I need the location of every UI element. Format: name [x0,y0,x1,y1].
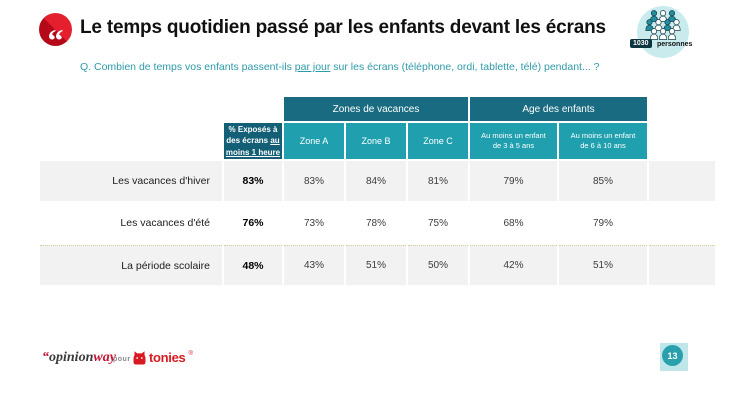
corner-header: % Exposés à des écrans au moins 1 heure [224,123,282,159]
sample-count-badge: 1030 [630,39,652,48]
page-title: Le temps quotidien passé par les enfants… [80,17,606,38]
opinionway-quote: “ [42,350,49,365]
age-3-5-line1: Au moins un enfant [481,130,546,140]
row-filler [649,161,715,201]
table-cell: 85% [559,161,647,201]
table-cell: 42% [470,245,557,285]
question-underlined: par jour [294,61,331,73]
corner-line2-underlined: au [270,136,280,146]
table-cell: 84% [346,161,406,201]
column-header-zone-b: Zone B [346,123,406,159]
opinionway-name-red: way [93,350,116,365]
table-cell: 79% [592,217,613,229]
age-3-5-line2: de 3 à 5 ans [492,141,535,150]
group-header-age: Age des enfants [470,97,647,121]
table-cell: 51% [559,245,647,285]
opinionway-name-dark: opinion [49,350,94,365]
column-header-zone-a: Zone A [284,123,344,159]
table-cell: 75% [427,217,448,229]
page-number-badge: 13 [660,343,688,371]
corner-line1: % Exposés à [228,125,278,135]
registered-mark: ® [188,350,193,357]
pour-label: pour [113,356,131,363]
opinionway-logo: “opinionway [42,350,116,366]
table-cell: 43% [284,245,344,285]
tonies-icon [133,351,146,365]
corner-line2: des écrans [226,136,269,146]
table-cell: 76% [242,217,264,229]
table-cell: 79% [470,161,557,201]
table-cell: 83% [224,161,282,201]
question-prefix: Q. Combien de temps vos enfants passent-… [80,61,295,73]
column-header-zone-c: Zone C [408,123,468,159]
age-6-10-line2: de 6 à 10 ans [580,141,626,150]
survey-question: Q. Combien de temps vos enfants passent-… [80,61,640,73]
age-6-10-line1: Au moins un enfant [570,130,636,140]
table-cell: 83% [284,161,344,201]
column-header-age-6-10: Au moins un enfant de 6 à 10 ans [559,123,647,159]
table-cell: 51% [346,245,406,285]
group-header-zones: Zones de vacances [284,97,468,121]
table-cell: 78% [365,217,386,229]
table-cell: 81% [408,161,468,201]
quote-icon: “ [39,13,72,56]
page-number: 13 [662,345,683,366]
data-table: Zones de vacances Age des enfants % Expo… [40,97,715,285]
table-cell: 68% [503,217,524,229]
table-cell: 73% [303,217,324,229]
table-cell: 50% [408,245,468,285]
row-label: Les vacances d'été [120,217,210,229]
table-cell: 48% [224,245,282,285]
corner-line3-underlined: moins 1 heure [225,147,281,157]
tonies-wordmark: tonies [149,350,186,365]
tonies-logo: tonies ® [133,350,193,365]
column-header-age-3-5: Au moins un enfant de 3 à 5 ans [470,123,557,159]
row-filler [649,203,715,243]
row-label: Les vacances d'hiver [40,161,222,201]
sample-label: personnes [657,41,693,48]
row-label: La période scolaire [40,245,222,285]
row-filler [649,245,715,285]
question-suffix: sur les écrans (téléphone, ordi, tablett… [330,61,600,73]
